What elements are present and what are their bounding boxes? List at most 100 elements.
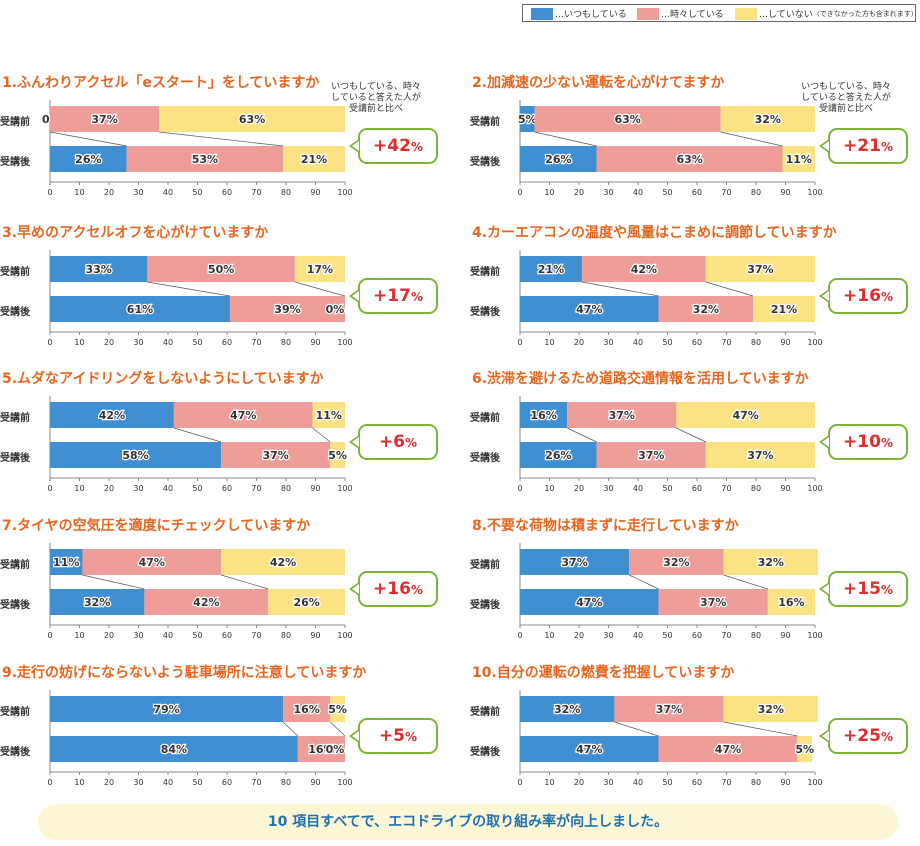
bar-after-always [520,146,597,172]
bar-before-sometimes [50,106,160,132]
x-tick-label: 70 [721,631,731,640]
data-label-after-always: 47% [576,303,602,316]
row-label-after: 受講後 [470,600,500,611]
x-tick-label: 90 [780,188,790,197]
bar-after-sometimes [229,296,345,322]
x-tick-label: 40 [163,188,173,197]
bar-after-always [520,442,597,468]
bar-before-never [294,256,345,282]
data-label-after-sometimes: 47% [715,743,741,756]
data-label-after-always: 26% [75,153,101,166]
x-tick-label: 80 [281,188,291,197]
connector-line [723,721,798,737]
improvement-unit: % [410,290,423,304]
x-tick-label: 70 [721,338,731,347]
x-tick-label: 20 [104,338,114,347]
data-label-before-sometimes: 42% [631,263,657,276]
improvement-badge: +15% [828,571,908,607]
bar-before-sometimes [283,696,331,722]
bar-after-sometimes [596,442,706,468]
x-tick-label: 70 [721,484,731,493]
bar-after-never [797,736,813,762]
chart-panel-5: 5.ムダなアイドリングをしないようにしていますか 受講前 受講後 0 10 20 30 40 5… [0,368,440,518]
data-label-after-never: 5% [328,449,347,462]
chart-panel-2: 2.加減速の少ない運転を心がけてますか いつもしている、時々していると答えた人が受… [470,72,910,222]
data-label-before-never: 32% [755,113,781,126]
x-tick-label: 10 [74,778,84,787]
connector-line [628,574,659,590]
data-label-after-always: 32% [84,596,110,609]
bar-before-never [723,696,818,722]
legend-label-sometimes: …時々している [661,10,724,20]
data-label-before-sometimes: 63% [615,113,641,126]
improvement-unit: % [405,730,418,744]
x-tick-label: 100 [807,631,822,640]
x-tick-label: 40 [163,778,173,787]
bar-after-always [520,736,659,762]
improvement-value: +6 [378,432,406,452]
data-label-before-never: 42% [270,556,296,569]
data-label-after-always: 26% [545,153,571,166]
data-label-before-sometimes: 32% [663,556,689,569]
data-label-before-never: 5% [328,703,347,716]
x-tick-label: 40 [163,338,173,347]
improvement-value: +17 [373,286,411,306]
bar-after-sometimes [596,146,783,172]
bar-before-always [520,549,630,575]
x-tick-label: 50 [662,631,672,640]
bar-after-never [283,146,345,172]
x-tick-label: 60 [222,338,232,347]
data-label-after-always: 47% [576,743,602,756]
improvement-badge: +21% [828,128,908,164]
bar-before-never [676,402,815,428]
data-label-after-sometimes: 63% [676,153,702,166]
x-tick-label: 30 [603,338,613,347]
connector-line [221,574,269,590]
data-label-before-never: 32% [758,703,784,716]
x-tick-label: 30 [603,188,613,197]
legend-item-sometimes: …時々している [637,7,724,20]
row-label-after: 受講後 [0,747,30,758]
x-tick-label: 20 [104,631,114,640]
data-label-before-sometimes: 37% [609,409,635,422]
improvement-badge: +16% [358,571,438,607]
improvement-badge: +10% [828,424,908,460]
badge-pointer-inner [352,731,359,741]
x-tick-label: 80 [281,778,291,787]
improvement-value: +16 [843,286,881,306]
x-tick-label: 100 [807,778,822,787]
bar-chart: 01020304050607080901000%37%63%26%53%21% [41,100,353,197]
comparison-note: いつもしている、時々していると答えた人が受講前と比べ [801,82,891,114]
improvement-badge: +16% [828,278,908,314]
x-tick-label: 50 [662,484,672,493]
comparison-note: いつもしている、時々していると答えた人が受講前と比べ [331,82,421,114]
row-label-after: 受講後 [470,453,500,464]
x-tick-label: 40 [633,631,643,640]
x-tick-label: 30 [603,631,613,640]
connector-line [723,574,768,590]
legend-label-always: …いつもしている [555,10,627,20]
bar-after-always [50,736,298,762]
x-tick-label: 0 [47,484,52,493]
bar-before-sometimes [147,256,295,282]
x-tick-label: 0 [47,631,52,640]
x-tick-label: 0 [517,778,522,787]
x-tick-label: 20 [104,188,114,197]
x-tick-label: 100 [337,778,352,787]
data-label-before-never: 47% [733,409,759,422]
bar-before-never [723,549,818,575]
x-tick-label: 60 [222,188,232,197]
x-tick-label: 30 [603,484,613,493]
improvement-unit: % [410,583,423,597]
chart-panel-3: 3.早めのアクセルオフを心がけていますか 受講前 受講後 0 10 20 30 40 50 60 7… [0,222,440,372]
bar-after-always [50,146,127,172]
x-tick-label: 100 [337,338,352,347]
chart-title: 6.渋滞を避けるため道路交通情報を活用していますか [472,371,809,387]
row-label-before: 受講前 [470,117,500,128]
x-tick-label: 50 [192,631,202,640]
x-tick-label: 80 [751,778,761,787]
connector-line [534,131,597,147]
row-label-before: 受講前 [470,560,500,571]
chart-panel-9: 9.走行の妨げにならないよう駐車場所に注意していますか 受講前 受講後 0 10 20 30… [0,662,440,812]
